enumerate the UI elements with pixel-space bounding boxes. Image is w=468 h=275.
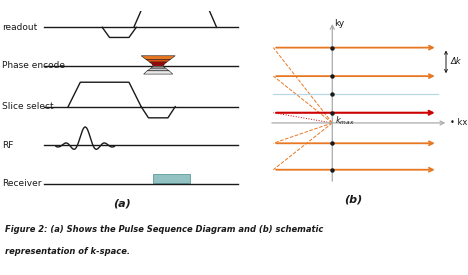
Polygon shape [152, 64, 164, 66]
Text: Receiver: Receiver [2, 180, 42, 188]
Text: (b): (b) [344, 194, 362, 204]
Text: • kx: • kx [450, 119, 468, 127]
Text: representation of k-space.: representation of k-space. [5, 248, 130, 257]
Polygon shape [151, 66, 166, 68]
Text: Phase encode: Phase encode [2, 61, 66, 70]
Polygon shape [147, 68, 169, 71]
Text: $k_{max}$: $k_{max}$ [336, 115, 355, 127]
Text: Figure 2: (a) Shows the Pulse Sequence Diagram and (b) schematic: Figure 2: (a) Shows the Pulse Sequence D… [5, 226, 323, 235]
Polygon shape [150, 62, 167, 64]
Text: ky: ky [335, 19, 344, 28]
Text: readout: readout [2, 23, 38, 32]
Text: Δk: Δk [450, 57, 461, 66]
Text: RF: RF [2, 141, 14, 150]
Text: Slice select: Slice select [2, 102, 54, 111]
Polygon shape [141, 56, 175, 59]
Polygon shape [144, 71, 173, 74]
Polygon shape [146, 59, 170, 62]
Text: (a): (a) [113, 198, 131, 208]
Bar [154, 174, 190, 183]
